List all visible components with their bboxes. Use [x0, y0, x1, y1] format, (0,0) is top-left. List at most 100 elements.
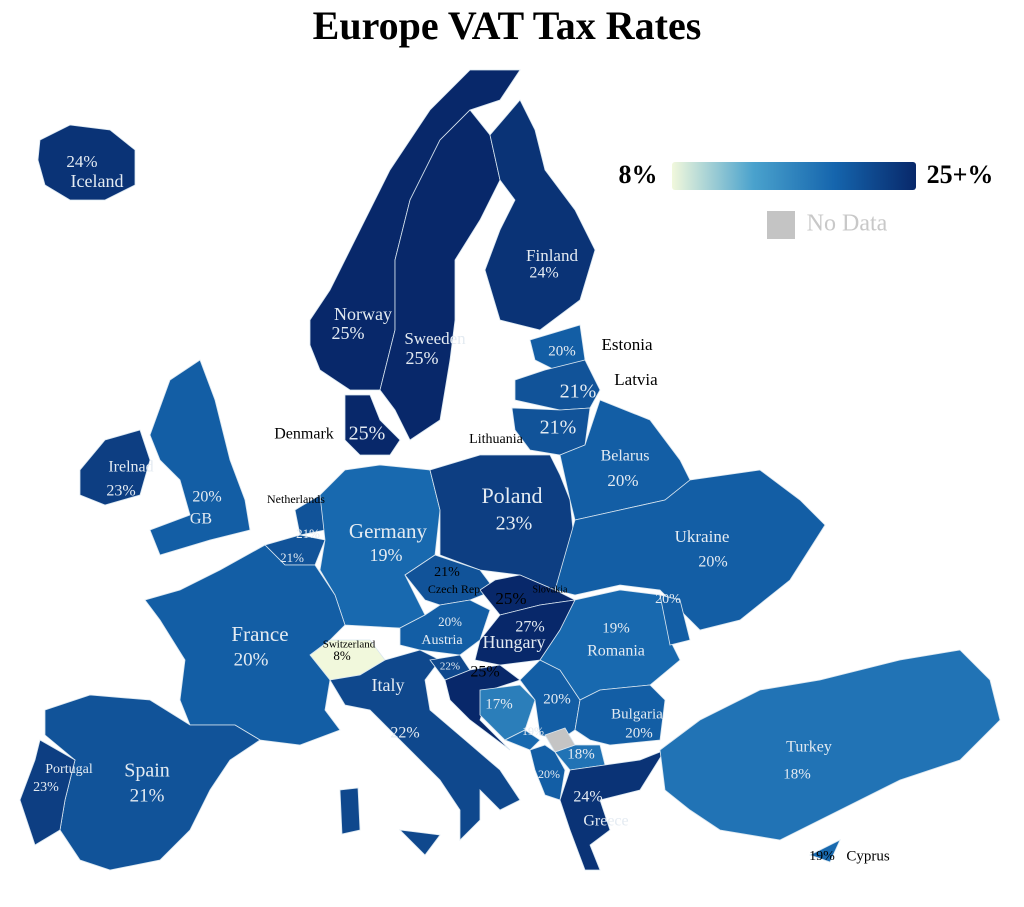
- country-shape: [514, 359, 601, 411]
- country-name: Portugal: [45, 762, 93, 777]
- country-shape: [37, 124, 136, 201]
- country-rate: 20%: [698, 554, 727, 571]
- country-rate: 20%: [655, 592, 681, 607]
- legend-gradient: [672, 162, 916, 190]
- country-shape: [504, 729, 541, 751]
- country-rate: 25%: [495, 589, 526, 608]
- country-rate: 20%: [543, 691, 571, 707]
- country-rate: 20%: [607, 471, 638, 490]
- country-shape: [79, 429, 151, 506]
- country-shape: [19, 739, 76, 846]
- no-data-swatch: [767, 211, 795, 239]
- country-rate: 23%: [106, 483, 135, 500]
- country-rate: 20%: [192, 489, 221, 506]
- country-shape: [574, 684, 666, 746]
- country-rate: 23%: [33, 780, 59, 795]
- country-name: Turkey: [786, 739, 832, 756]
- country-rate: 21%: [434, 565, 460, 580]
- no-data-label: No Data: [807, 211, 888, 237]
- country-name: Hungary: [483, 632, 546, 652]
- country-shape: [539, 589, 681, 701]
- country-shape: [344, 394, 401, 456]
- country-name: GB: [190, 511, 212, 528]
- country-rate: 25%: [470, 664, 499, 681]
- country-shape: [319, 464, 441, 629]
- country-name: Finland: [526, 246, 578, 265]
- country-name: Bulgaria: [611, 706, 663, 722]
- country-rate: 21%: [560, 381, 597, 403]
- country-name: Latvia: [614, 370, 658, 389]
- country-rate: 19%: [522, 724, 544, 738]
- country-name: Norway: [334, 304, 392, 324]
- country-rate: 19%: [602, 620, 630, 636]
- country-name: Slovakia: [533, 584, 569, 595]
- legend-max: 25+%: [927, 160, 994, 189]
- country-name: Cyprus: [846, 848, 890, 864]
- country-name: Germany: [349, 519, 428, 543]
- country-name: Belarus: [601, 448, 650, 465]
- country-name: Denmark: [274, 426, 334, 443]
- country-shape: [484, 99, 596, 331]
- country-shape: [404, 554, 496, 606]
- country-shape: [659, 594, 691, 646]
- country-rate: 27%: [515, 619, 544, 636]
- country-shape: [559, 749, 666, 871]
- country-name: Greece: [583, 813, 628, 830]
- country-rate: 21%: [130, 785, 165, 806]
- country-rate: 20%: [538, 767, 560, 781]
- country-rate: 24%: [66, 152, 97, 171]
- country-shape: [149, 359, 251, 556]
- country-rate: 21%: [280, 550, 304, 565]
- country-rate: 25%: [349, 423, 386, 445]
- country-rate: 24%: [573, 789, 602, 806]
- country-rate: 18%: [567, 746, 595, 762]
- country-name: Ukraine: [675, 527, 730, 546]
- country-name: Italy: [372, 675, 405, 695]
- country-rate: 23%: [496, 513, 533, 535]
- country-shape: [399, 599, 491, 656]
- country-name: Austria: [421, 633, 463, 648]
- country-rate: 19%: [370, 545, 403, 565]
- country-shape: [329, 649, 521, 856]
- country-shape: [808, 839, 841, 863]
- country-rate: 21%: [540, 417, 577, 439]
- country-shape: [529, 744, 566, 801]
- country-shape: [144, 544, 346, 746]
- country-rate: 21%: [296, 526, 320, 541]
- country-name: Switzerland: [323, 639, 376, 651]
- country-rate: 22%: [390, 725, 419, 742]
- country-name: Romania: [587, 643, 645, 660]
- countries: [19, 69, 1001, 871]
- country-name: Irelnad: [108, 459, 153, 476]
- country-rate: 25%: [406, 348, 439, 368]
- country-rate: 22%: [440, 661, 460, 673]
- country-rate: 20%: [548, 343, 576, 359]
- map-title: Europe VAT Tax Rates: [313, 3, 702, 48]
- country-rate: 20%: [438, 614, 462, 629]
- country-name: Lithuania: [469, 432, 523, 447]
- country-name: Netherlands: [267, 492, 325, 506]
- country-rate: 18%: [783, 766, 811, 782]
- country-name: Poland: [481, 483, 542, 508]
- country-name: Iceland: [71, 171, 124, 191]
- no-data-shape: [544, 727, 576, 753]
- country-name: Estonia: [602, 335, 653, 354]
- country-shape: [554, 469, 826, 631]
- legend-min: 8%: [619, 160, 658, 189]
- country-name: Sweeden: [404, 329, 466, 348]
- country-shape: [379, 109, 501, 441]
- country-rate: 25%: [332, 323, 365, 343]
- country-rate: 8%: [333, 648, 351, 663]
- country-rate: 24%: [529, 265, 558, 282]
- country-name: France: [231, 622, 288, 646]
- country-name: Czech Rep: [428, 582, 480, 596]
- country-rate: 17%: [485, 696, 513, 712]
- country-shape: [659, 649, 1001, 841]
- country-rate: 19%: [809, 849, 835, 864]
- country-rate: 20%: [625, 725, 653, 741]
- country-rate: 20%: [234, 649, 269, 670]
- country-name: Spain: [124, 760, 170, 782]
